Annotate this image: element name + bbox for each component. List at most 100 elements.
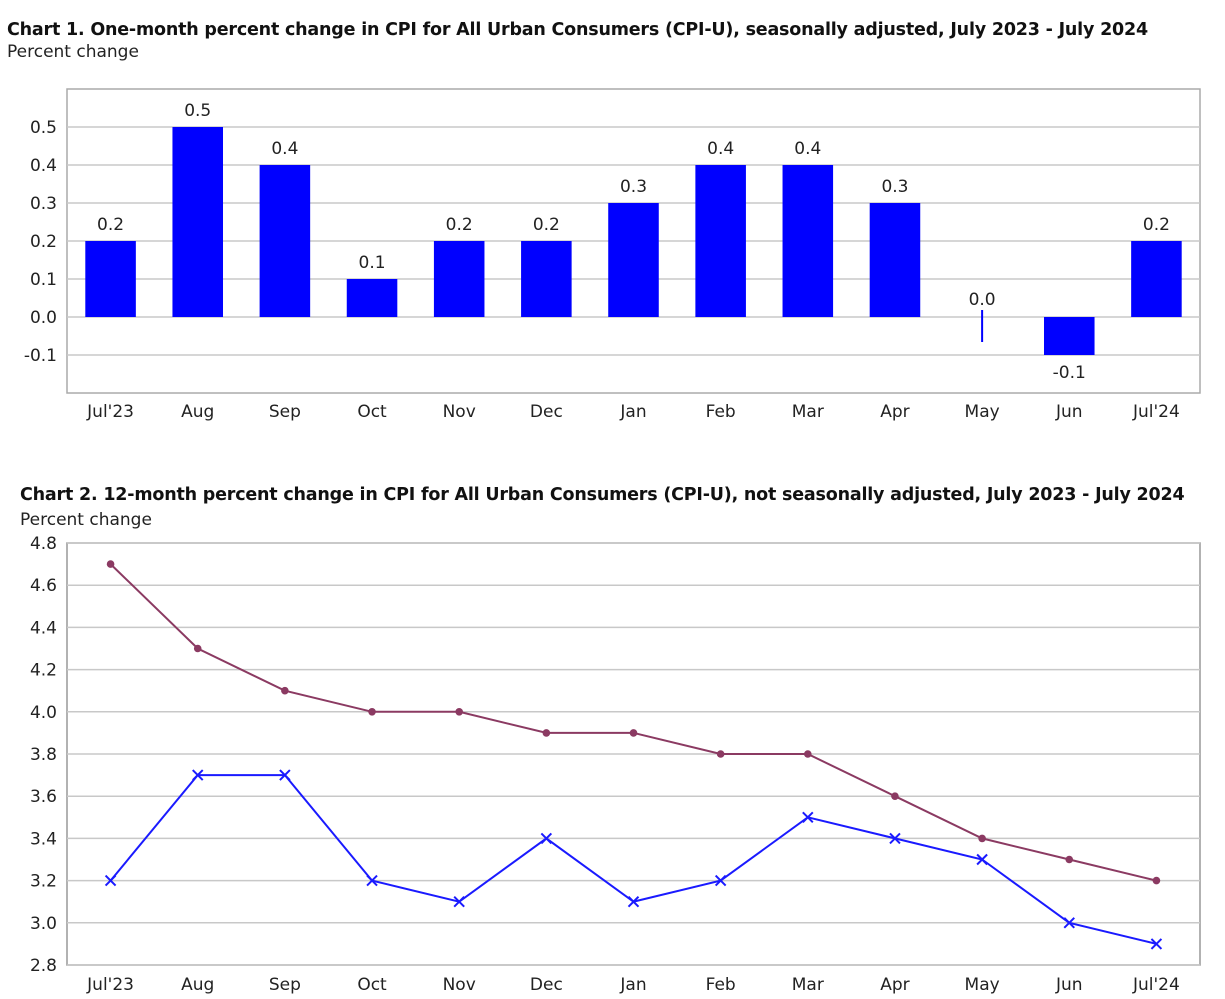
series-2-point — [192, 769, 204, 781]
bar — [608, 203, 659, 317]
y-tick-label: 2.8 — [30, 956, 57, 976]
x-tick-label: Nov — [443, 975, 476, 995]
series-2-point — [1150, 938, 1163, 950]
series-1-point — [106, 560, 115, 568]
chart-1-title: Chart 1. One-month percent change in CPI… — [7, 20, 1148, 40]
series-2-point — [366, 874, 378, 887]
x-tick-label: Jun — [1055, 975, 1083, 995]
x-tick-label: Jul'24 — [1132, 975, 1180, 995]
y-tick-label: 4.8 — [30, 534, 57, 554]
series-1-point — [193, 644, 202, 653]
bar — [433, 241, 485, 317]
y-tick-label: 4.0 — [30, 703, 57, 723]
bar — [869, 203, 921, 317]
data-label: 0.1 — [359, 253, 386, 273]
bar — [782, 165, 834, 317]
x-tick-label: Feb — [706, 975, 736, 995]
x-tick-label: Aug — [181, 402, 214, 422]
x-tick-label: Dec — [530, 402, 563, 422]
series-2-point — [453, 895, 465, 908]
bar — [1131, 241, 1182, 317]
x-tick-label: Mar — [792, 975, 824, 995]
x-tick-label: May — [965, 402, 1000, 422]
series-1-point — [804, 750, 812, 758]
series-1-point — [1152, 876, 1161, 885]
series-1-point — [455, 708, 463, 716]
data-label: 0.3 — [881, 177, 908, 197]
y-tick-label: -0.1 — [24, 346, 57, 366]
y-tick-label: 4.4 — [30, 618, 57, 638]
series-2-point — [279, 769, 291, 781]
data-label: 0.4 — [707, 139, 734, 159]
data-label: 0.4 — [794, 139, 821, 159]
x-tick-label: Jun — [1055, 402, 1083, 422]
series-2-point — [1063, 917, 1075, 929]
chart-1: Chart 1. One-month percent change in CPI… — [0, 0, 1225, 440]
series-1-point — [978, 834, 986, 843]
x-tick-label: Dec — [530, 975, 563, 995]
chart-2-ylabel: Percent change — [20, 510, 152, 530]
bar — [1043, 317, 1095, 355]
x-tick-label: Sep — [269, 975, 301, 995]
x-tick-label: Jan — [619, 975, 646, 995]
chart-2-title: Chart 2. 12-month percent change in CPI … — [20, 485, 1185, 505]
y-tick-label: 3.6 — [30, 787, 57, 807]
data-label: 0.4 — [271, 139, 298, 159]
y-tick-label: 3.2 — [30, 872, 57, 892]
x-tick-label: Jul'23 — [86, 975, 134, 995]
series-2-point — [714, 874, 727, 887]
series-2-point — [802, 811, 814, 824]
chart-2-plot: 2.8 3.0 3.2 3.4 3.6 3.8 4.0 4.2 4.4 4.6 4.8 Jul'23 A… — [30, 534, 1201, 995]
data-label: -0.1 — [1053, 363, 1086, 383]
series-2-point — [540, 832, 553, 845]
chart-2: Chart 2. 12-month percent change in CPI … — [0, 470, 1225, 999]
x-tick-label: Mar — [792, 402, 824, 422]
y-tick-label: 4.2 — [30, 661, 57, 681]
bar — [346, 279, 398, 317]
x-tick-label: Jan — [619, 402, 646, 422]
bar — [259, 165, 311, 317]
y-tick-label: 0.4 — [30, 156, 57, 176]
x-tick-label: Jul'24 — [1132, 402, 1180, 422]
series-2-point — [104, 874, 117, 887]
x-tick-label: Nov — [443, 402, 476, 422]
bar — [695, 165, 746, 317]
data-label: 0.2 — [446, 215, 473, 235]
x-tick-label: Jul'23 — [86, 402, 134, 422]
series-1-point — [542, 729, 551, 737]
series-1-point — [368, 708, 376, 716]
chart-1-ylabel: Percent change — [7, 42, 139, 62]
series-1-point — [629, 729, 638, 737]
y-tick-label: 0.5 — [30, 118, 57, 138]
x-tick-label: Sep — [269, 402, 301, 422]
bar — [172, 127, 224, 317]
x-tick-label: Feb — [706, 402, 736, 422]
x-tick-label: Apr — [880, 402, 909, 422]
data-label: 0.3 — [620, 177, 647, 197]
series-2-point — [976, 853, 988, 866]
x-tick-label: Oct — [357, 975, 387, 995]
bar — [521, 241, 572, 317]
x-tick-label: Oct — [357, 402, 387, 422]
bar — [85, 241, 136, 317]
series-1-point — [281, 686, 289, 695]
y-tick-label: 3.4 — [30, 829, 57, 849]
x-tick-label: Aug — [181, 975, 214, 995]
data-label: 0.2 — [97, 215, 124, 235]
y-tick-label: 0.2 — [30, 232, 57, 252]
x-tick-label: May — [965, 975, 1000, 995]
data-label: 0.0 — [969, 290, 996, 310]
series-1-point — [891, 792, 899, 800]
data-label: 0.2 — [1143, 215, 1170, 235]
data-label: 0.5 — [184, 101, 211, 121]
y-tick-label: 0.3 — [30, 194, 57, 214]
data-label: 0.2 — [533, 215, 560, 235]
series-1-point — [716, 750, 725, 758]
y-tick-label: 0.0 — [30, 308, 57, 328]
y-tick-label: 3.0 — [30, 914, 57, 934]
series-2-point — [627, 895, 640, 908]
series-1-point — [1065, 855, 1074, 864]
chart-1-plot: -0.1 0.0 0.1 0.2 0.3 0.4 0.5 0.2 Jul'23 0.5 Aug 0.4… — [24, 88, 1201, 422]
y-tick-label: 0.1 — [30, 270, 57, 290]
y-tick-label: 3.8 — [30, 745, 57, 765]
